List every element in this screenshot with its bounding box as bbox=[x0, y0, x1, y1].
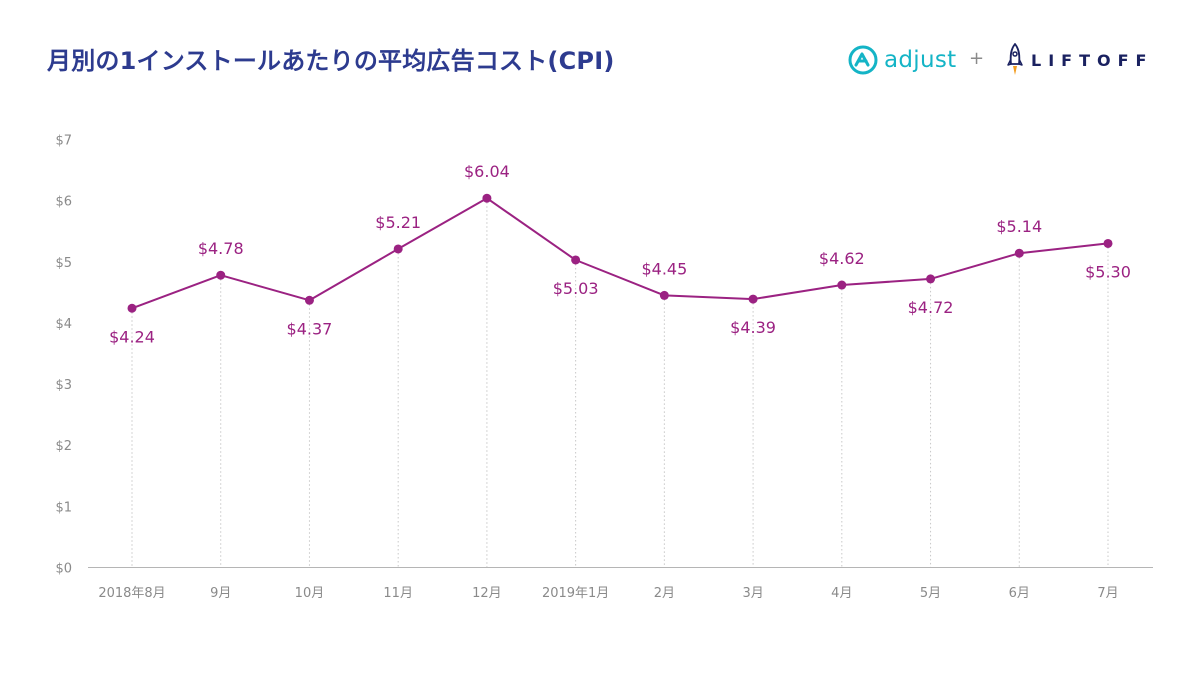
data-label: $5.03 bbox=[553, 279, 599, 298]
y-tick-label: $2 bbox=[55, 439, 72, 454]
adjust-logo: adjust bbox=[848, 40, 956, 80]
x-tick-label: 2月 bbox=[654, 586, 675, 601]
data-label: $4.78 bbox=[198, 239, 244, 258]
data-label: $5.14 bbox=[996, 217, 1042, 236]
data-point bbox=[837, 280, 847, 290]
y-tick-label: $1 bbox=[55, 500, 72, 515]
adjust-brand-text: adjust bbox=[884, 47, 957, 73]
y-tick-label: $5 bbox=[55, 256, 72, 271]
x-axis: 2018年8月 9月 10月 11月 12月 2019年1月 2月 3月 4月 5月 6月 7月 bbox=[98, 586, 1118, 601]
data-point bbox=[127, 303, 137, 313]
data-point bbox=[659, 290, 669, 300]
data-point bbox=[571, 255, 581, 265]
data-label: $5.30 bbox=[1085, 262, 1131, 281]
x-tick-label: 12月 bbox=[472, 586, 502, 601]
data-point bbox=[1014, 248, 1024, 258]
data-point bbox=[216, 270, 226, 280]
liftoff-logo: LIFTOFF bbox=[1005, 40, 1153, 80]
x-tick-label: 10月 bbox=[295, 586, 325, 601]
data-label: $5.21 bbox=[375, 213, 421, 232]
x-tick-label: 5月 bbox=[920, 586, 941, 601]
grid-layer bbox=[131, 198, 1109, 568]
x-tick-label: 11月 bbox=[383, 586, 413, 601]
y-tick-label: $7 bbox=[55, 134, 72, 149]
data-label: $4.37 bbox=[287, 319, 333, 338]
plus-sign: + bbox=[969, 48, 985, 69]
x-tick-label: 4月 bbox=[831, 586, 852, 601]
data-labels: $4.24 $4.78 $4.37 $5.21 $6.04 $5.03 $4.45 $4.39… bbox=[109, 162, 1131, 346]
y-tick-label: $3 bbox=[55, 378, 72, 393]
data-point bbox=[748, 294, 758, 304]
data-label: $4.24 bbox=[109, 327, 155, 346]
data-point bbox=[926, 274, 936, 284]
cpi-series-line bbox=[131, 197, 1109, 310]
y-tick-label: $0 bbox=[55, 562, 72, 577]
x-tick-label: 7月 bbox=[1097, 586, 1118, 601]
data-label: $4.62 bbox=[819, 249, 865, 268]
data-point bbox=[1103, 238, 1113, 248]
adjust-a-icon bbox=[848, 45, 878, 75]
data-label: $4.45 bbox=[641, 259, 687, 278]
y-tick-label: $6 bbox=[55, 195, 72, 210]
data-points bbox=[127, 193, 1113, 313]
data-point bbox=[482, 193, 492, 203]
chart-title: 月別の1インストールあたりの平均広告コスト(CPI) bbox=[47, 47, 615, 75]
x-tick-label: 2019年1月 bbox=[542, 586, 609, 601]
x-tick-label: 3月 bbox=[742, 586, 763, 601]
data-point bbox=[304, 295, 314, 305]
x-tick-label: 9月 bbox=[210, 586, 231, 601]
y-tick-label: $4 bbox=[55, 317, 72, 332]
x-tick-label: 6月 bbox=[1009, 586, 1030, 601]
liftoff-brand-text: LIFTOFF bbox=[1031, 50, 1154, 70]
x-tick-label: 2018年8月 bbox=[98, 586, 165, 601]
data-label: $4.39 bbox=[730, 318, 776, 337]
rocket-icon bbox=[1007, 43, 1023, 75]
data-label: $6.04 bbox=[464, 162, 510, 181]
y-axis: $0 $1 $2 $3 $4 $5 $6 $7 bbox=[55, 134, 72, 577]
data-point bbox=[393, 244, 403, 254]
data-label: $4.72 bbox=[908, 298, 954, 317]
